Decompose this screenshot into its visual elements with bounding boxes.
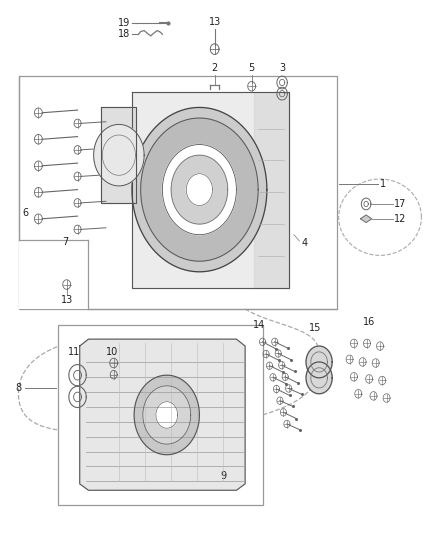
- Text: 18: 18: [117, 29, 130, 39]
- Polygon shape: [186, 174, 212, 206]
- Polygon shape: [360, 215, 372, 222]
- Text: 17: 17: [394, 199, 407, 209]
- Text: 7: 7: [63, 237, 69, 247]
- Polygon shape: [306, 362, 332, 394]
- Bar: [19, 76, 336, 309]
- Bar: [19, 240, 88, 309]
- Text: 15: 15: [308, 323, 321, 333]
- Text: 6: 6: [22, 208, 28, 219]
- Polygon shape: [80, 339, 245, 490]
- Polygon shape: [254, 92, 289, 288]
- Text: 9: 9: [220, 471, 226, 481]
- Polygon shape: [132, 108, 267, 272]
- Bar: [58, 325, 262, 505]
- Text: 5: 5: [248, 63, 255, 73]
- Polygon shape: [134, 375, 199, 455]
- Polygon shape: [94, 124, 144, 186]
- Polygon shape: [171, 155, 228, 224]
- Text: 3: 3: [279, 63, 285, 73]
- Polygon shape: [132, 92, 289, 288]
- Text: 10: 10: [106, 346, 119, 357]
- Polygon shape: [162, 144, 237, 235]
- Text: 13: 13: [208, 17, 221, 27]
- Text: 8: 8: [16, 383, 22, 393]
- Text: 13: 13: [60, 295, 73, 305]
- Polygon shape: [143, 386, 191, 444]
- Text: 16: 16: [363, 318, 375, 327]
- Polygon shape: [102, 108, 136, 203]
- Text: 12: 12: [394, 214, 407, 224]
- Text: 4: 4: [302, 238, 308, 248]
- Text: 11: 11: [68, 346, 81, 357]
- Text: 1: 1: [380, 179, 386, 189]
- Text: 14: 14: [253, 320, 265, 330]
- Text: 19: 19: [117, 18, 130, 28]
- Polygon shape: [141, 118, 258, 261]
- Text: 2: 2: [212, 63, 218, 73]
- Polygon shape: [156, 402, 178, 428]
- Polygon shape: [306, 346, 332, 378]
